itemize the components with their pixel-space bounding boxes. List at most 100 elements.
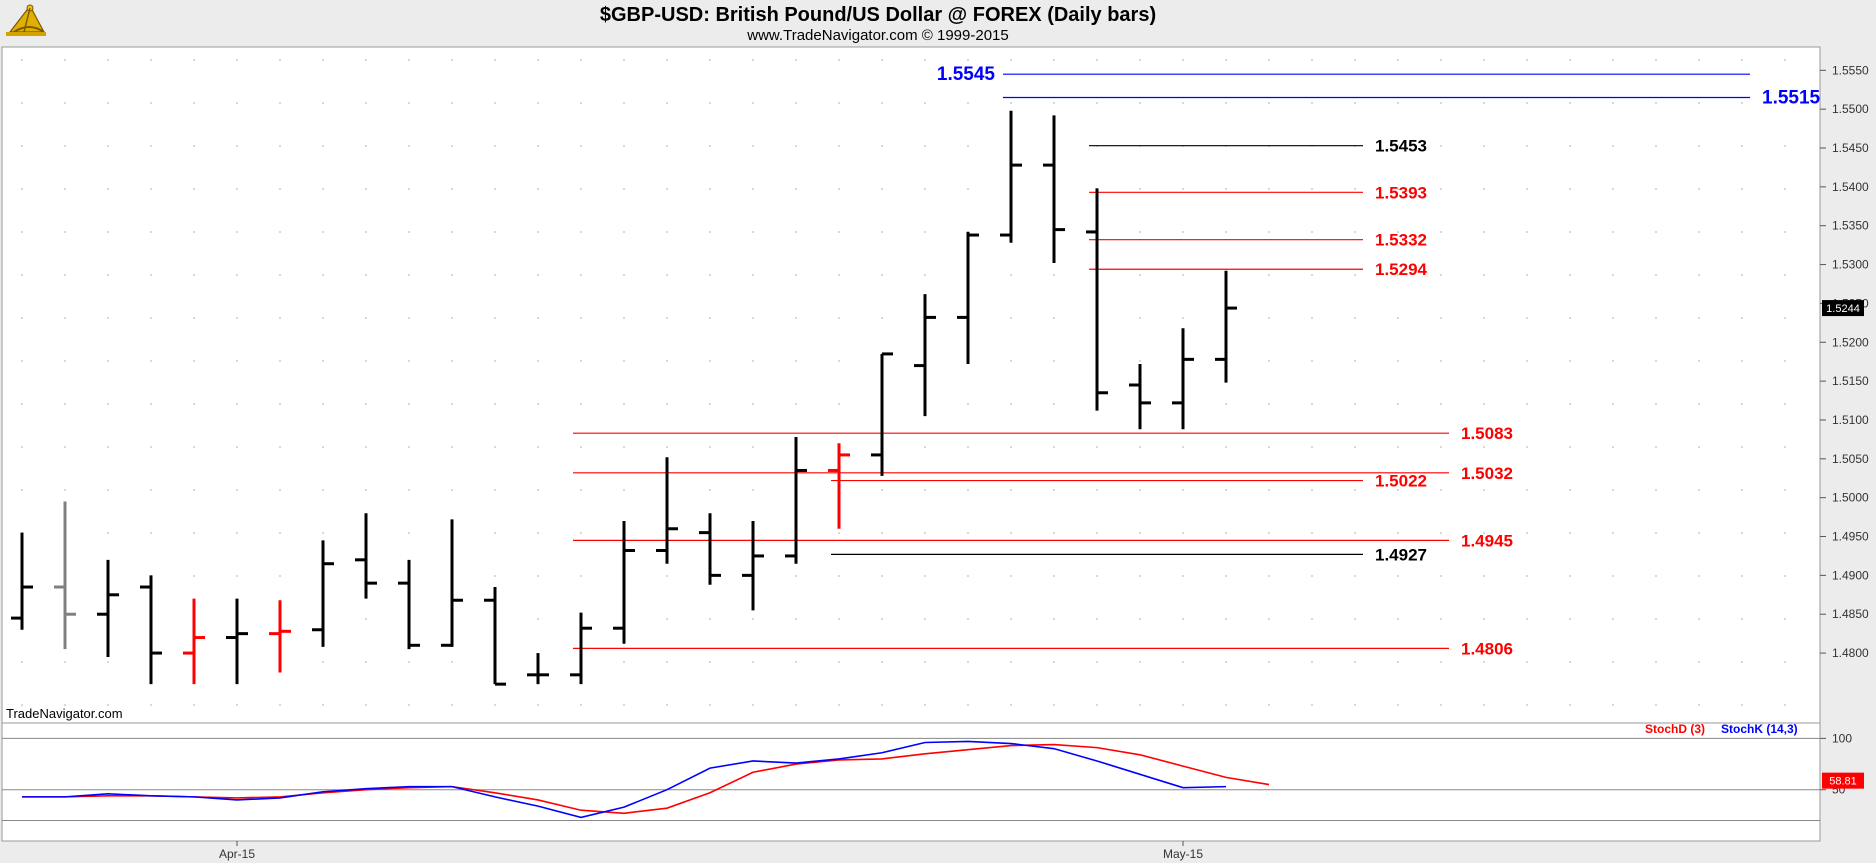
grid-dot bbox=[580, 102, 582, 104]
grid-dot bbox=[279, 188, 281, 190]
grid-dot bbox=[193, 704, 195, 706]
level-label: 1.5022 bbox=[1375, 472, 1427, 491]
grid-dot bbox=[1440, 188, 1442, 190]
grid-dot bbox=[1010, 446, 1012, 448]
grid-dot bbox=[1010, 489, 1012, 491]
grid-dot bbox=[580, 274, 582, 276]
grid-dot bbox=[1741, 704, 1743, 706]
grid-dot bbox=[107, 231, 109, 233]
price-tick-label: 1.5050 bbox=[1832, 452, 1869, 466]
grid-dot bbox=[1526, 489, 1528, 491]
grid-dot bbox=[322, 274, 324, 276]
grid-dot bbox=[1354, 618, 1356, 620]
grid-dot bbox=[494, 274, 496, 276]
grid-dot bbox=[236, 360, 238, 362]
grid-dot bbox=[1483, 403, 1485, 405]
grid-dot bbox=[236, 704, 238, 706]
grid-dot bbox=[107, 403, 109, 405]
grid-dot bbox=[1698, 704, 1700, 706]
grid-dot bbox=[1096, 575, 1098, 577]
grid-dot bbox=[709, 145, 711, 147]
grid-dot bbox=[623, 231, 625, 233]
grid-dot bbox=[1741, 102, 1743, 104]
grid-dot bbox=[1139, 102, 1141, 104]
grid-dot bbox=[1397, 274, 1399, 276]
grid-dot bbox=[1053, 575, 1055, 577]
grid-dot bbox=[1655, 403, 1657, 405]
grid-dot bbox=[1612, 231, 1614, 233]
grid-dot bbox=[279, 446, 281, 448]
grid-dot bbox=[1526, 231, 1528, 233]
grid-dot bbox=[150, 360, 152, 362]
grid-dot bbox=[1354, 661, 1356, 663]
grid-dot bbox=[279, 231, 281, 233]
grid-dot bbox=[1397, 188, 1399, 190]
grid-dot bbox=[795, 403, 797, 405]
grid-dot bbox=[236, 403, 238, 405]
grid-dot bbox=[1612, 360, 1614, 362]
level-label: 1.5032 bbox=[1461, 464, 1513, 483]
grid-dot bbox=[1526, 661, 1528, 663]
grid-dot bbox=[752, 618, 754, 620]
grid-dot bbox=[1225, 188, 1227, 190]
last-price-tag bbox=[1822, 300, 1864, 317]
ohlc-bar bbox=[656, 457, 678, 564]
grid-dot bbox=[623, 188, 625, 190]
grid-dot bbox=[1010, 661, 1012, 663]
grid-dot bbox=[365, 145, 367, 147]
grid-dot bbox=[1397, 102, 1399, 104]
grid-dot bbox=[967, 489, 969, 491]
grid-dot bbox=[1182, 231, 1184, 233]
grid-dot bbox=[1268, 231, 1270, 233]
level-lines: 1.5545 1.5515 1.5453 1.5393 1.5332 1.5294 1.50… bbox=[573, 64, 1821, 658]
grid-dot bbox=[709, 274, 711, 276]
grid-dot bbox=[494, 188, 496, 190]
grid-dot bbox=[365, 489, 367, 491]
grid-dot bbox=[1526, 145, 1528, 147]
grid-dot bbox=[1311, 704, 1313, 706]
grid-dot bbox=[1010, 575, 1012, 577]
grid-dot bbox=[1311, 575, 1313, 577]
grid-dot bbox=[1397, 403, 1399, 405]
grid-dot bbox=[365, 188, 367, 190]
grid-dot bbox=[1612, 274, 1614, 276]
grid-dot bbox=[1053, 102, 1055, 104]
grid-dot bbox=[322, 102, 324, 104]
ohlc-bar bbox=[1000, 110, 1022, 243]
ohlc-bar bbox=[742, 520, 764, 611]
grid-dot bbox=[1741, 618, 1743, 620]
price-tick-label: 1.5100 bbox=[1832, 413, 1869, 427]
grid-dot bbox=[1655, 360, 1657, 362]
grid-dot bbox=[1612, 618, 1614, 620]
grid-dot bbox=[150, 704, 152, 706]
grid-dot bbox=[537, 102, 539, 104]
grid-dot bbox=[322, 403, 324, 405]
level-label: 1.5393 bbox=[1375, 183, 1427, 202]
grid-dot bbox=[1440, 403, 1442, 405]
grid-dot bbox=[107, 317, 109, 319]
grid-dot bbox=[1612, 59, 1614, 61]
grid-dot bbox=[193, 403, 195, 405]
bar-group bbox=[11, 110, 1237, 686]
grid-dot bbox=[236, 145, 238, 147]
grid-dot bbox=[1440, 446, 1442, 448]
grid-dot bbox=[1397, 661, 1399, 663]
grid-dot bbox=[107, 274, 109, 276]
price-tick-label: 1.5300 bbox=[1832, 258, 1869, 272]
grid-dot bbox=[838, 102, 840, 104]
grid-dot bbox=[193, 188, 195, 190]
grid-dot bbox=[1268, 489, 1270, 491]
grid-dot bbox=[580, 704, 582, 706]
grid-dot bbox=[1784, 145, 1786, 147]
grid-dot bbox=[1526, 446, 1528, 448]
grid-dot bbox=[107, 102, 109, 104]
grid-dot bbox=[752, 403, 754, 405]
grid-dot bbox=[537, 618, 539, 620]
grid-dot bbox=[1440, 274, 1442, 276]
grid-dot bbox=[1612, 661, 1614, 663]
grid-dot bbox=[1354, 532, 1356, 534]
grid-dot bbox=[1268, 317, 1270, 319]
grid-dot bbox=[1268, 661, 1270, 663]
grid-dot bbox=[64, 360, 66, 362]
grid-dot bbox=[1483, 446, 1485, 448]
